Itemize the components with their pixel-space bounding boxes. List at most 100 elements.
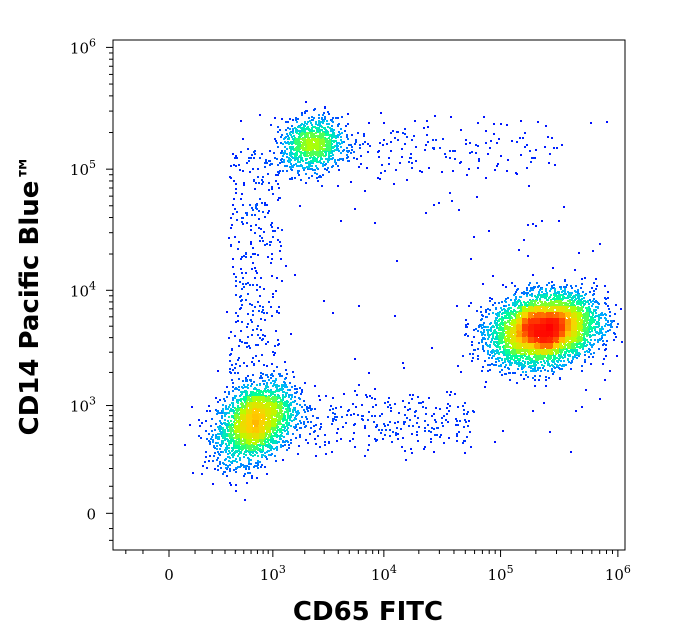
- data-point: [256, 284, 258, 286]
- data-point: [219, 433, 221, 435]
- data-point: [258, 310, 260, 312]
- data-point: [449, 150, 451, 152]
- data-point: [245, 468, 247, 470]
- data-point: [340, 152, 342, 154]
- data-point: [307, 421, 309, 423]
- data-point: [279, 375, 281, 377]
- data-point: [298, 138, 300, 140]
- data-point: [287, 389, 289, 391]
- data-point: [301, 391, 303, 393]
- data-point: [594, 319, 596, 321]
- data-point: [584, 340, 586, 342]
- data-point: [346, 147, 348, 149]
- data-point: [501, 309, 503, 311]
- data-point: [507, 317, 509, 319]
- data-point: [545, 376, 547, 378]
- data-point: [260, 228, 262, 230]
- data-point: [297, 161, 299, 163]
- data-point: [537, 367, 539, 369]
- data-point: [245, 256, 247, 258]
- data-point: [277, 146, 279, 148]
- data-point: [605, 323, 607, 325]
- data-point: [274, 455, 276, 457]
- data-point: [350, 144, 352, 146]
- data-point: [460, 371, 462, 373]
- data-point: [417, 396, 419, 398]
- data-point: [245, 252, 247, 254]
- data-point: [307, 121, 309, 123]
- data-point: [240, 295, 242, 297]
- data-point: [229, 368, 231, 370]
- data-point: [426, 134, 428, 136]
- data-point: [325, 158, 327, 160]
- data-point: [271, 253, 273, 255]
- data-point: [541, 294, 543, 296]
- data-point: [359, 147, 361, 149]
- data-point: [486, 329, 488, 331]
- data-point: [285, 393, 287, 395]
- data-point: [351, 149, 353, 151]
- data-point: [481, 339, 483, 341]
- data-point: [504, 366, 506, 368]
- data-point: [248, 157, 250, 159]
- data-point: [549, 431, 551, 433]
- data-point: [477, 355, 479, 357]
- data-point: [257, 334, 259, 336]
- data-point: [609, 324, 611, 326]
- data-point: [507, 326, 509, 328]
- data-point: [252, 168, 254, 170]
- data-point: [532, 289, 534, 291]
- data-point: [516, 357, 518, 359]
- data-point: [533, 360, 535, 362]
- data-point: [487, 153, 489, 155]
- data-point: [490, 322, 492, 324]
- data-point: [239, 466, 241, 468]
- data-point: [224, 419, 226, 421]
- data-point: [234, 452, 236, 454]
- data-point: [324, 444, 326, 446]
- data-point: [594, 339, 596, 341]
- data-point: [500, 123, 502, 125]
- data-point: [262, 211, 264, 213]
- data-point: [244, 342, 246, 344]
- data-point: [362, 419, 364, 421]
- data-point: [516, 141, 518, 143]
- data-point: [496, 334, 498, 336]
- data-point: [328, 143, 330, 145]
- data-point: [583, 297, 585, 299]
- data-point: [524, 146, 526, 148]
- data-point: [284, 382, 286, 384]
- data-point: [381, 429, 383, 431]
- data-point: [593, 352, 595, 354]
- data-point: [540, 304, 542, 306]
- data-point: [277, 394, 279, 396]
- data-point: [504, 321, 506, 323]
- data-point: [590, 122, 592, 124]
- data-point: [440, 434, 442, 436]
- data-point: [283, 416, 285, 418]
- data-point: [292, 165, 294, 167]
- data-point: [279, 415, 281, 417]
- data-point: [244, 473, 246, 475]
- data-point: [280, 142, 282, 144]
- data-point: [298, 174, 300, 176]
- data-point: [310, 421, 312, 423]
- data-point: [258, 182, 260, 184]
- data-point: [494, 169, 496, 171]
- data-point: [605, 348, 607, 350]
- data-point: [583, 335, 585, 337]
- data-point: [368, 122, 370, 124]
- data-point: [345, 422, 347, 424]
- data-point: [591, 346, 593, 348]
- data-point: [498, 335, 500, 337]
- data-point: [278, 373, 280, 375]
- data-point: [492, 337, 494, 339]
- data-point: [317, 129, 319, 131]
- data-point: [222, 427, 224, 429]
- data-point: [237, 455, 239, 457]
- data-point: [557, 365, 559, 367]
- data-point: [565, 344, 567, 346]
- data-point: [242, 204, 244, 206]
- data-point: [579, 303, 581, 305]
